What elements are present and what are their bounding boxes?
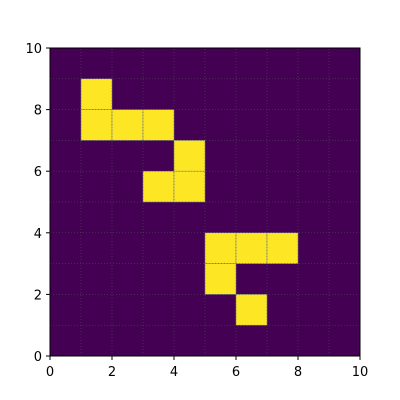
heatmap-cell-on bbox=[235, 294, 268, 326]
heatmap-cell-on bbox=[235, 232, 268, 264]
heatmap-cell-on bbox=[173, 170, 206, 203]
y-tick-label: 10 bbox=[25, 42, 42, 57]
y-tick-label: 8 bbox=[34, 104, 42, 119]
heatmap-cell-on bbox=[80, 109, 113, 141]
x-axis: 0 2 4 6 8 10 bbox=[46, 356, 368, 380]
x-tick-label: 8 bbox=[294, 365, 302, 380]
y-tick-label: 0 bbox=[34, 350, 42, 365]
heatmap-cell-on bbox=[142, 170, 175, 203]
x-tick-label: 6 bbox=[232, 365, 240, 380]
heatmap-cell-on bbox=[204, 263, 237, 295]
plot-area bbox=[49, 47, 361, 357]
heatmap-cell-on bbox=[173, 140, 206, 172]
x-tick-label: 4 bbox=[170, 365, 178, 380]
x-tick-label: 2 bbox=[108, 365, 116, 380]
heatmap-cell-on bbox=[80, 78, 113, 110]
heatmap-cell-on bbox=[266, 232, 299, 264]
x-tick-label: 10 bbox=[352, 365, 369, 380]
y-tick-label: 2 bbox=[34, 288, 42, 303]
y-axis: 0 2 4 6 8 10 bbox=[25, 42, 50, 365]
heatmap-cell-on bbox=[111, 109, 144, 141]
y-tick-label: 4 bbox=[34, 227, 42, 242]
axes-frame bbox=[49, 47, 361, 357]
x-tick-label: 0 bbox=[46, 365, 54, 380]
heatmap-cell-on bbox=[142, 109, 175, 141]
y-tick-label: 6 bbox=[34, 165, 42, 180]
heatmap-cell-on bbox=[204, 232, 237, 264]
